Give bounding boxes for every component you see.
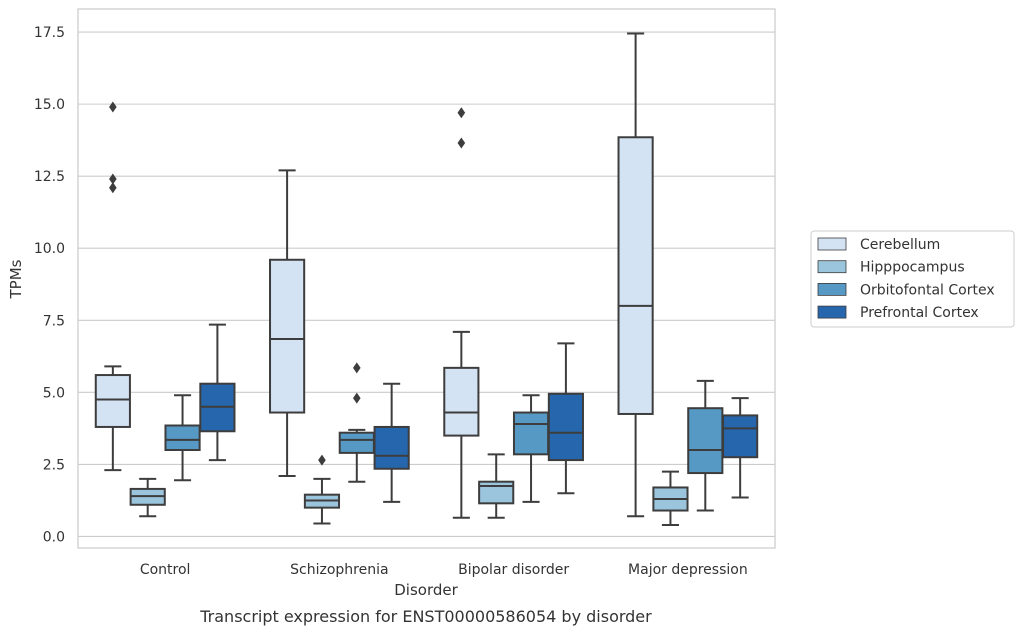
legend-label: Hipppocampus xyxy=(860,260,965,276)
box-body xyxy=(269,258,306,414)
box-1-1 xyxy=(303,454,341,525)
box-2-0 xyxy=(164,394,201,482)
y-tick-label: 2.5 xyxy=(43,457,65,473)
outlier-point xyxy=(353,392,361,404)
x-tick-label: Schizophrenia xyxy=(290,562,388,578)
box-body xyxy=(478,480,515,505)
box-2-2 xyxy=(512,394,550,503)
legend-swatch xyxy=(817,282,847,296)
box-body xyxy=(373,425,410,470)
legend: Cerebellum Hipppocampus Orbitofontal Corte… xyxy=(810,230,1015,328)
box-0-3 xyxy=(617,32,654,518)
y-tick-labels: 0.0 2.5 5.0 7.5 10.0 12.5 15.0 17.5 xyxy=(34,25,65,545)
y-tick-label: 10.0 xyxy=(34,241,65,257)
box-3-1 xyxy=(373,382,410,503)
box-body xyxy=(547,392,584,462)
plot-frame xyxy=(77,8,776,549)
legend-label: Orbitofontal Cortex xyxy=(860,282,995,298)
legend-swatch xyxy=(817,237,847,251)
legend-swatch xyxy=(817,260,847,274)
box-2-1 xyxy=(338,362,375,483)
outlier-point xyxy=(109,101,117,113)
y-tick-label: 17.5 xyxy=(34,25,65,41)
box-0-1 xyxy=(269,169,306,477)
box-3-0 xyxy=(199,323,236,462)
outlier-point xyxy=(353,362,361,374)
legend-frame xyxy=(810,230,1015,328)
y-tick-label: 7.5 xyxy=(43,313,65,329)
grid-lines xyxy=(78,31,775,538)
outlier-point xyxy=(457,107,466,119)
box-0-0 xyxy=(94,101,131,472)
x-tick-labels: Control Schizophrenia Bipolar disorder Majo… xyxy=(140,562,748,578)
box-2-3 xyxy=(687,379,724,512)
box-body xyxy=(512,411,550,456)
legend-label: Cerebellum xyxy=(860,237,940,253)
y-tick-label: 5.0 xyxy=(43,385,65,401)
outlier-point xyxy=(109,182,117,194)
box-1-2 xyxy=(478,453,515,519)
outlier-point xyxy=(318,454,326,466)
box-body xyxy=(338,431,375,454)
box-0-2 xyxy=(443,107,480,519)
box-3-2 xyxy=(547,342,584,495)
y-tick-label: 0.0 xyxy=(43,529,65,545)
outlier-point xyxy=(457,137,466,149)
x-tick-label: Major depression xyxy=(628,562,748,578)
y-tick-label: 15.0 xyxy=(34,97,65,113)
legend-label: Prefrontal Cortex xyxy=(860,305,979,321)
outlier-point xyxy=(109,173,117,185)
y-axis-label: TPMs xyxy=(7,259,25,299)
box-1-0 xyxy=(129,477,166,518)
box-body xyxy=(94,374,131,428)
box-body xyxy=(443,366,480,437)
box-plots xyxy=(94,32,759,526)
box-body xyxy=(687,407,724,475)
box-1-3 xyxy=(652,470,689,526)
box-body xyxy=(164,424,201,451)
legend-swatch xyxy=(817,305,847,319)
y-tick-label: 12.5 xyxy=(34,169,65,185)
x-tick-label: Control xyxy=(140,562,191,578)
chart-caption: Transcript expression for ENST0000058605… xyxy=(199,607,652,626)
box-body xyxy=(722,414,759,459)
x-tick-label: Bipolar disorder xyxy=(458,562,569,578)
x-axis-label: Disorder xyxy=(394,581,458,599)
box-body xyxy=(617,136,654,415)
box-3-3 xyxy=(722,397,759,499)
